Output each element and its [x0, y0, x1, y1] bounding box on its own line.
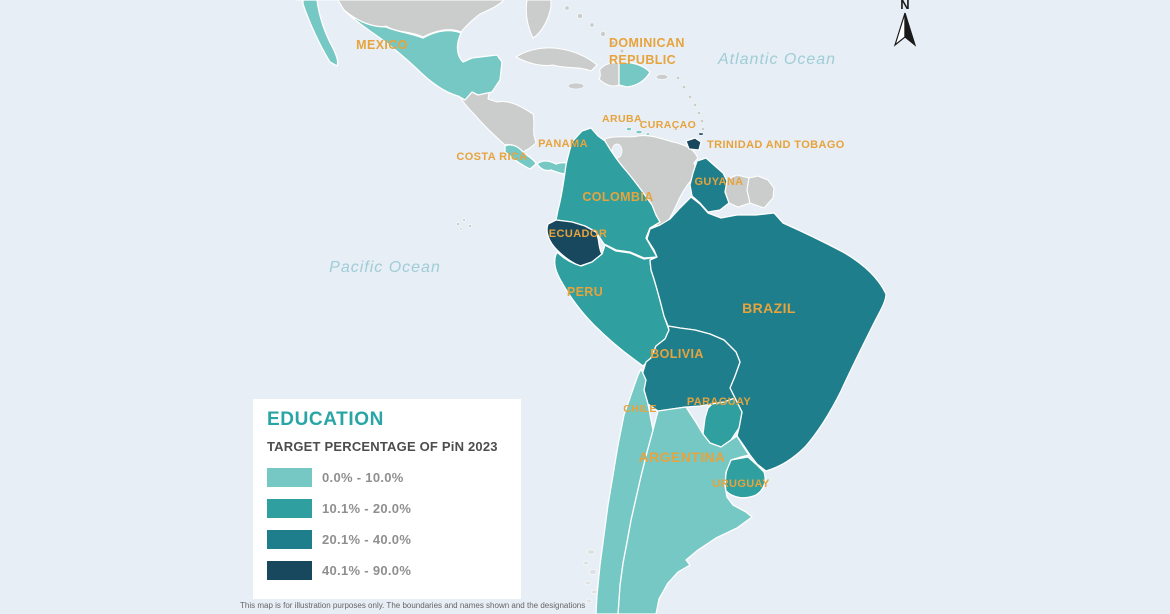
- country-trinidad-and-tobago[interactable]: [685, 132, 704, 151]
- north-arrow: N: [893, 0, 917, 47]
- label-dominican-republic-line1: DOMINICAN: [609, 36, 685, 50]
- country-mexico[interactable]: [343, 9, 503, 101]
- country-curacao[interactable]: [635, 130, 651, 136]
- label-atlantic-ocean: Atlantic Ocean: [717, 51, 836, 68]
- landmass-florida: [525, 0, 552, 39]
- landmass-french-guiana: [746, 175, 775, 209]
- label-brazil: BRAZIL: [742, 300, 796, 316]
- legend-swatch-class-2: [267, 498, 312, 518]
- legend-swatch-class-3: [267, 529, 312, 549]
- north-arrow-right-half: [904, 12, 917, 47]
- legend-label-class-3: 20.1% - 40.0%: [322, 531, 412, 547]
- landmass-haiti: [598, 62, 620, 87]
- legend-title: EDUCATION: [267, 409, 384, 430]
- label-aruba: ARUBA: [602, 113, 642, 125]
- label-guyana: GUYANA: [694, 176, 743, 188]
- label-chile: CHILE: [623, 403, 657, 415]
- label-curacao: CURAÇAO: [640, 119, 696, 131]
- legend-rows: 0.0% - 10.0% 10.1% - 20.0% 20.1% - 40.0%…: [267, 467, 411, 591]
- label-pacific-ocean: Pacific Ocean: [329, 259, 441, 276]
- legend-panel: EDUCATION TARGET PERCENTAGE OF PiN 2023 …: [253, 399, 521, 599]
- country-bolivia[interactable]: [641, 325, 741, 412]
- landmass-jamaica: [567, 82, 585, 90]
- label-trinidad-and-tobago: TRINIDAD AND TOBAGO: [707, 139, 845, 151]
- legend-swatch-class-4: [267, 560, 312, 580]
- landmass-chilean-archipelago: [582, 549, 600, 604]
- legend-row: 0.0% - 10.0%: [267, 467, 411, 487]
- country-costa-rica[interactable]: [504, 144, 537, 170]
- landmass-cuba: [515, 47, 598, 72]
- label-costa-rica: COSTA RICA: [456, 151, 527, 163]
- legend-row: 10.1% - 20.0%: [267, 498, 411, 518]
- label-peru: PERU: [567, 285, 603, 299]
- country-baja-california[interactable]: [302, 0, 339, 67]
- legend-swatch-class-1: [267, 467, 312, 487]
- country-dominican-republic[interactable]: [618, 61, 651, 88]
- country-chile[interactable]: [595, 368, 654, 614]
- landmass-bahamas: [564, 5, 625, 54]
- north-arrow-letter: N: [900, 0, 909, 12]
- label-paraguay: PARAGUAY: [687, 396, 752, 408]
- country-aruba[interactable]: [626, 127, 632, 131]
- legend-label-class-1: 0.0% - 10.0%: [322, 469, 404, 485]
- landmass-puerto-rico: [655, 74, 669, 80]
- label-mexico: MEXICO: [356, 38, 408, 52]
- legend-subtitle: TARGET PERCENTAGE OF PiN 2023: [267, 439, 498, 454]
- label-colombia: COLOMBIA: [582, 190, 653, 204]
- label-ecuador: ECUADOR: [549, 228, 607, 240]
- label-dominican-republic-line2: REPUBLIC: [609, 53, 676, 67]
- legend-row: 20.1% - 40.0%: [267, 529, 411, 549]
- country-guyana[interactable]: [689, 157, 730, 213]
- legend-label-class-2: 10.1% - 20.0%: [322, 500, 412, 516]
- lake-maracaibo: [611, 143, 623, 159]
- label-panama: PANAMA: [538, 138, 588, 150]
- label-argentina: ARGENTINA: [639, 449, 726, 465]
- legend-label-class-4: 40.1% - 90.0%: [322, 562, 412, 578]
- landmass-galapagos: [456, 218, 472, 231]
- legend-row: 40.1% - 90.0%: [267, 560, 411, 580]
- landmass-lesser-antilles: [675, 75, 706, 132]
- label-bolivia: BOLIVIA: [650, 347, 704, 361]
- map-disclaimer: This map is for illustration purposes on…: [240, 601, 586, 610]
- label-uruguay: URUGUAY: [712, 478, 770, 490]
